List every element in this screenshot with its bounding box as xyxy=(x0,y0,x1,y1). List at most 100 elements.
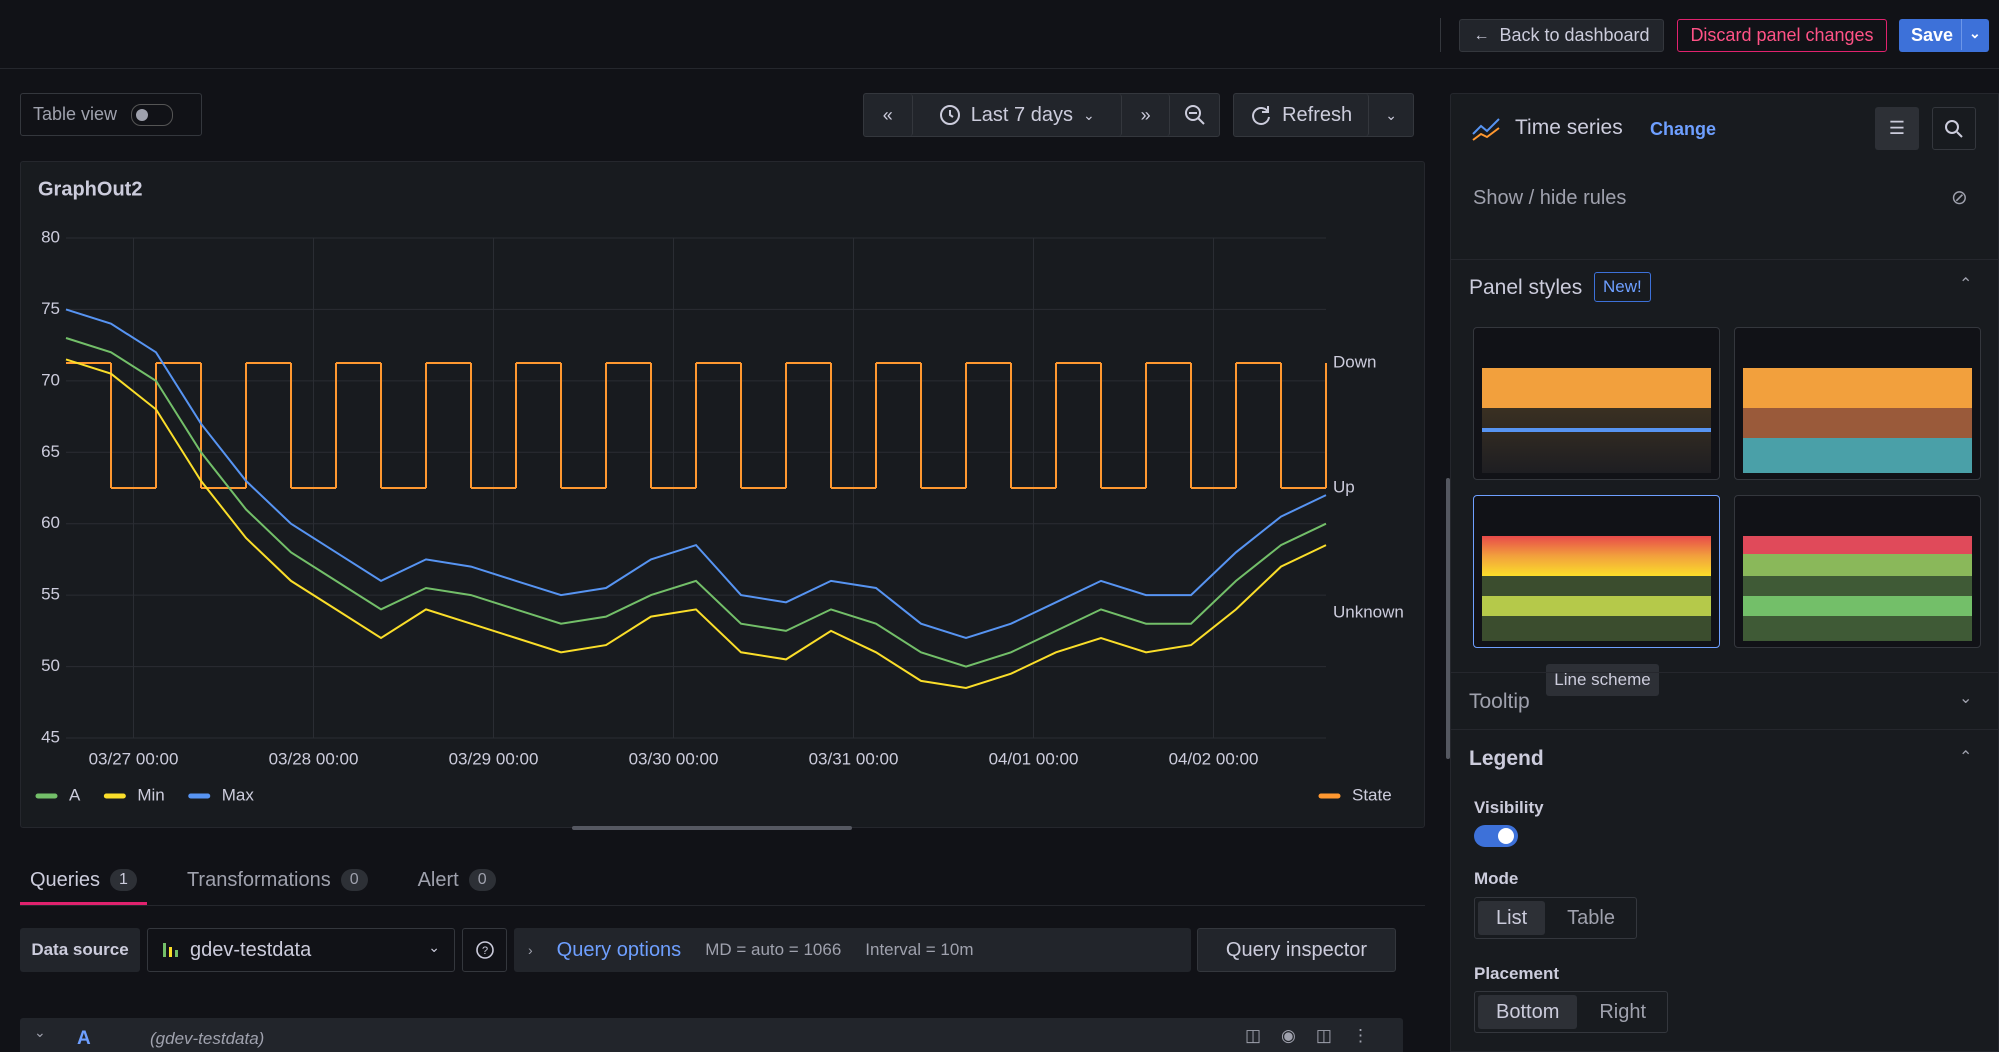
data-source-label: Data source xyxy=(20,928,140,972)
tab-bar: Queries 1 Transformations 0 Alert 0 xyxy=(20,858,506,906)
y2-tick-label: Down xyxy=(1333,352,1376,371)
ds-name: gdev-testdata xyxy=(190,938,312,961)
y-tick-label: 45 xyxy=(41,727,60,746)
interval: Interval = 10m xyxy=(865,940,974,959)
style-thumbnail[interactable] xyxy=(1473,495,1720,648)
mode-radio: List Table xyxy=(1474,897,1637,939)
data-source-select[interactable]: gdev-testdata ⌄ xyxy=(147,928,455,972)
field-label: Mode xyxy=(1474,869,1519,888)
ref-id: A xyxy=(77,1028,91,1049)
caret[interactable]: ⌄ xyxy=(1969,25,1981,41)
x-tick-label: 03/30 00:00 xyxy=(629,749,719,768)
chart-title: GraphOut2 xyxy=(38,178,142,200)
tab-label: Transformations xyxy=(186,868,331,891)
tooltip-hint: Line scheme xyxy=(1546,664,1659,696)
y-tick-label: 65 xyxy=(41,442,60,461)
query-row: Data source gdev-testdata ⌄ ? › Query op… xyxy=(20,928,1425,976)
style-thumbnail[interactable] xyxy=(1734,495,1981,648)
y-tick-label: 60 xyxy=(41,513,60,532)
divider xyxy=(1451,729,1999,730)
tab[interactable]: Queries 1 xyxy=(20,858,147,905)
search-button[interactable] xyxy=(1932,107,1976,150)
options-pane: Time series Change ☰ Show / hide rules ⊘… xyxy=(1450,93,1999,1052)
x-tick-label: 03/29 00:00 xyxy=(449,749,539,768)
save-label: Save xyxy=(1911,25,1954,45)
style-thumbnail[interactable] xyxy=(1734,327,1981,480)
clock-icon xyxy=(939,105,960,125)
y-tick-label: 55 xyxy=(41,585,60,604)
option[interactable]: Right xyxy=(1599,1000,1647,1023)
time-picker: « Last 7 days ⌄ » xyxy=(863,93,1220,137)
shift-forward[interactable]: » xyxy=(1122,94,1171,136)
style-thumbnail[interactable] xyxy=(1473,327,1720,480)
panel xyxy=(20,161,1425,828)
series-line xyxy=(65,358,1327,690)
back-label: Back to dashboard xyxy=(1499,25,1650,45)
label: Data source xyxy=(31,940,129,959)
pane-scrollbar[interactable] xyxy=(1446,478,1450,759)
label: Line scheme xyxy=(1554,670,1651,689)
table-view-label: Table view xyxy=(33,104,118,124)
option[interactable]: Table xyxy=(1567,906,1615,929)
collapse[interactable]: ⌃ xyxy=(1959,276,1973,293)
help-button[interactable]: ? xyxy=(462,928,507,972)
table-view-toggle[interactable]: Table view xyxy=(20,93,202,136)
query-inspector[interactable]: Query inspector xyxy=(1197,928,1396,972)
option[interactable]: List xyxy=(1478,901,1546,935)
zoom-out[interactable] xyxy=(1170,94,1219,136)
y-tick-label: 50 xyxy=(41,656,60,675)
section-title[interactable]: Panel styles xyxy=(1469,276,1583,299)
scrollbar[interactable] xyxy=(572,826,852,830)
arrow-icon: ← xyxy=(1473,26,1490,44)
ref-source: (gdev-testdata) xyxy=(150,1029,265,1048)
divider xyxy=(1961,19,1962,50)
refresh-button[interactable]: Refresh xyxy=(1234,94,1370,136)
top-bar: ← Back to dashboard Discard panel changes… xyxy=(0,0,1999,69)
legend-label: Min xyxy=(137,785,164,804)
rules-icon[interactable]: ⊘ xyxy=(1951,187,1968,209)
tab-label: Alert xyxy=(417,868,459,891)
section-title[interactable]: Legend xyxy=(1469,747,1544,770)
y2-tick-label: Up xyxy=(1333,477,1355,496)
max-data-points: MD = auto = 1066 xyxy=(705,940,842,959)
query-options[interactable]: › Query options MD = auto = 1066 Interva… xyxy=(514,928,1191,972)
tab-count: 1 xyxy=(110,869,137,891)
collapse[interactable]: ⌃ xyxy=(1959,749,1973,766)
viz-icon xyxy=(1472,118,1500,141)
legend-label: A xyxy=(69,785,81,804)
back-button[interactable]: ← Back to dashboard xyxy=(1459,19,1664,52)
discard-label: Discard panel changes xyxy=(1690,25,1874,45)
x-tick-label: 03/27 00:00 xyxy=(89,749,179,768)
switch[interactable] xyxy=(131,103,174,126)
shift-back[interactable]: « xyxy=(864,94,913,136)
expand[interactable]: ⌄ xyxy=(1959,690,1973,707)
visibility-switch[interactable] xyxy=(1474,825,1518,847)
collapse[interactable]: ⌄ xyxy=(34,1024,46,1040)
series-line xyxy=(65,308,1327,640)
row-actions[interactable]: ◫◉◫⋮ xyxy=(1245,1026,1389,1045)
new-badge: New! xyxy=(1594,272,1651,302)
refresh-picker: Refresh ⌄ xyxy=(1233,93,1414,137)
refresh-label: Refresh xyxy=(1282,103,1353,126)
x-tick-label: 04/02 00:00 xyxy=(1169,749,1259,768)
query-header: ⌄ A (gdev-testdata) ◫◉◫⋮ xyxy=(20,1018,1403,1052)
tab[interactable]: Alert 0 xyxy=(408,858,506,902)
rules-label[interactable]: Show / hide rules xyxy=(1473,187,1627,209)
section-title[interactable]: Tooltip xyxy=(1469,690,1530,713)
field-label: Visibility xyxy=(1474,798,1544,817)
option[interactable]: Bottom xyxy=(1478,995,1578,1029)
options-toggle[interactable]: ☰ xyxy=(1875,107,1919,150)
refresh-interval[interactable]: ⌄ xyxy=(1385,106,1397,123)
change-link[interactable]: Change xyxy=(1650,119,1717,139)
discard-button[interactable]: Discard panel changes xyxy=(1677,19,1887,52)
y-tick-label: 80 xyxy=(41,227,60,246)
refresh-icon xyxy=(1252,106,1271,125)
tab[interactable]: Transformations 0 xyxy=(177,858,378,902)
label: Query inspector xyxy=(1225,938,1368,961)
search-icon xyxy=(1945,119,1963,138)
save-button[interactable]: Save ⌄ xyxy=(1899,19,1989,52)
tab-count: 0 xyxy=(468,869,496,891)
legend-label: State xyxy=(1352,785,1392,804)
time-range[interactable]: Last 7 days ⌄ xyxy=(913,94,1122,136)
